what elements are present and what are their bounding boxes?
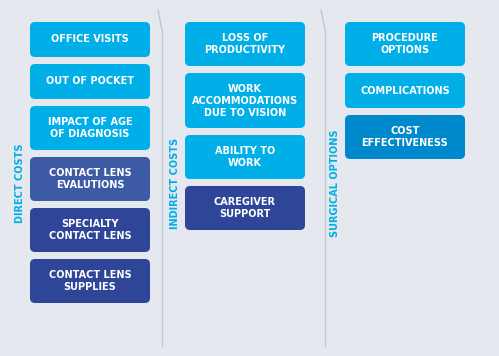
FancyBboxPatch shape xyxy=(30,22,150,57)
FancyBboxPatch shape xyxy=(345,115,465,159)
FancyBboxPatch shape xyxy=(30,259,150,303)
FancyBboxPatch shape xyxy=(30,157,150,201)
Text: SURGICAL OPTIONS: SURGICAL OPTIONS xyxy=(330,129,340,237)
Text: SPECIALTY
CONTACT LENS: SPECIALTY CONTACT LENS xyxy=(49,219,131,241)
Text: INDIRECT COSTS: INDIRECT COSTS xyxy=(170,137,180,229)
FancyBboxPatch shape xyxy=(345,22,465,66)
Text: CONTACT LENS
SUPPLIES: CONTACT LENS SUPPLIES xyxy=(49,270,131,292)
Text: OFFICE VISITS: OFFICE VISITS xyxy=(51,35,129,44)
Text: DIRECT COSTS: DIRECT COSTS xyxy=(15,143,25,223)
Text: OUT OF POCKET: OUT OF POCKET xyxy=(46,77,134,87)
Text: IMPACT OF AGE
OF DIAGNOSIS: IMPACT OF AGE OF DIAGNOSIS xyxy=(48,117,132,139)
Text: COMPLICATIONS: COMPLICATIONS xyxy=(360,85,450,95)
Text: CONTACT LENS
EVALUTIONS: CONTACT LENS EVALUTIONS xyxy=(49,168,131,190)
Text: COST
EFFECTIVENESS: COST EFFECTIVENESS xyxy=(362,126,449,148)
Text: LOSS OF
PRODUCTIVITY: LOSS OF PRODUCTIVITY xyxy=(205,33,285,55)
FancyBboxPatch shape xyxy=(30,208,150,252)
FancyBboxPatch shape xyxy=(185,186,305,230)
FancyBboxPatch shape xyxy=(30,64,150,99)
FancyBboxPatch shape xyxy=(345,73,465,108)
FancyBboxPatch shape xyxy=(185,73,305,128)
FancyBboxPatch shape xyxy=(30,106,150,150)
Text: CAREGIVER
SUPPORT: CAREGIVER SUPPORT xyxy=(214,197,276,219)
FancyBboxPatch shape xyxy=(185,135,305,179)
Text: ABILITY TO
WORK: ABILITY TO WORK xyxy=(215,146,275,168)
Text: WORK
ACCOMMODATIONS
DUE TO VISION: WORK ACCOMMODATIONS DUE TO VISION xyxy=(192,84,298,117)
Text: PROCEDURE
OPTIONS: PROCEDURE OPTIONS xyxy=(372,33,439,55)
FancyBboxPatch shape xyxy=(185,22,305,66)
